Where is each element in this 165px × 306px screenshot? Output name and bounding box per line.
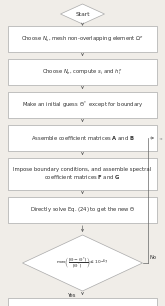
Text: Directly solve Eq. (24) to get the new $\Theta$: Directly solve Eq. (24) to get the new $… bbox=[30, 206, 135, 215]
Polygon shape bbox=[22, 235, 143, 291]
Polygon shape bbox=[61, 4, 104, 24]
Bar bbox=[8, 197, 157, 223]
Bar bbox=[8, 26, 157, 52]
Text: Make an initial guess $\Theta^*$ except for boundary: Make an initial guess $\Theta^*$ except … bbox=[22, 100, 143, 110]
Text: No: No bbox=[149, 255, 156, 260]
Bar bbox=[8, 125, 157, 151]
Bar bbox=[8, 92, 157, 118]
Text: Assemble coefficient matrices $\mathbf{A}$ and $\mathbf{B}$: Assemble coefficient matrices $\mathbf{A… bbox=[31, 134, 134, 142]
Bar bbox=[8, 158, 157, 190]
Text: $\max\!\left(\dfrac{|\Theta - \Theta^*|}{|\Theta^*|}\right)\!\leq 10^{-6}$?: $\max\!\left(\dfrac{|\Theta - \Theta^*|}… bbox=[56, 256, 109, 271]
Text: Impose boundary conditions, and assemble spectral
coefficient matrices $\mathbf{: Impose boundary conditions, and assemble… bbox=[13, 167, 152, 181]
Text: Choose $N_e$, compute $s_i$ and $h_i^e$: Choose $N_e$, compute $s_i$ and $h_i^e$ bbox=[42, 67, 123, 77]
Text: Start: Start bbox=[75, 12, 90, 17]
Text: Choose $N_s$, mesh non-overlapping element $\Omega^e$: Choose $N_s$, mesh non-overlapping eleme… bbox=[21, 34, 144, 43]
Bar bbox=[8, 298, 157, 306]
Bar bbox=[8, 59, 157, 85]
Text: ◄: ◄ bbox=[159, 136, 162, 140]
Text: Yes: Yes bbox=[68, 293, 77, 298]
